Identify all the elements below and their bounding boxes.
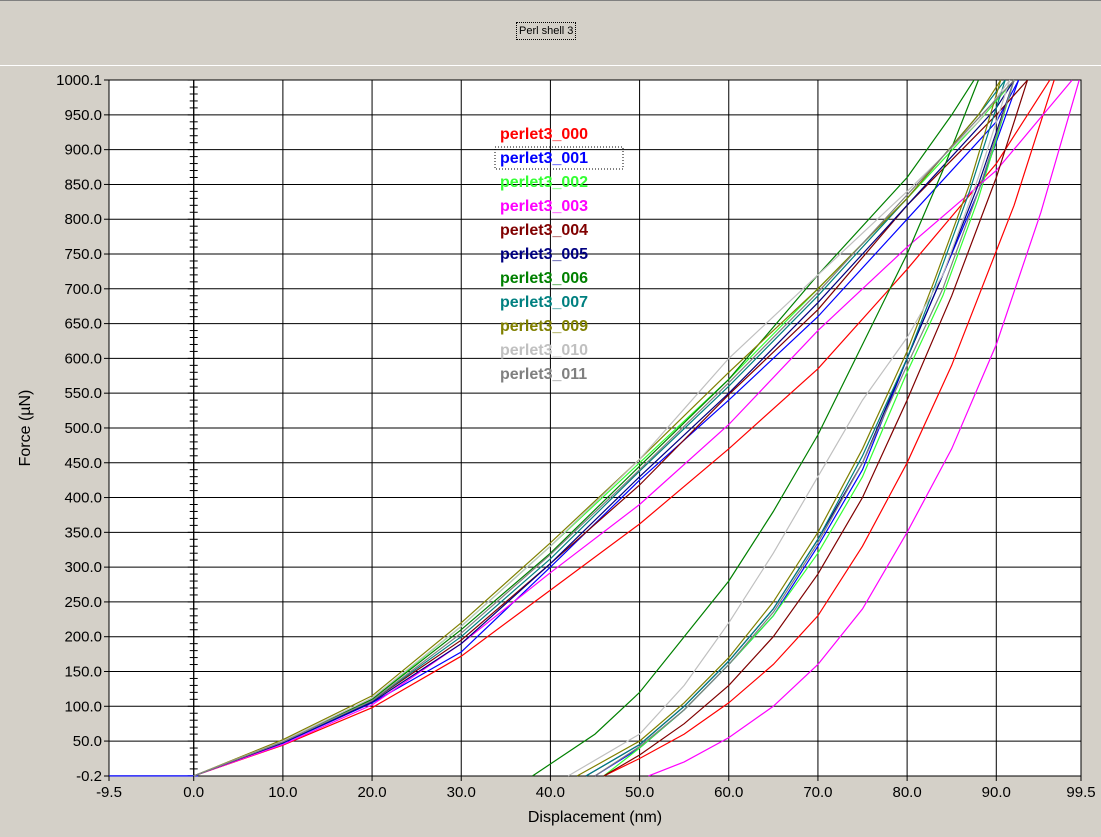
unloading-curve-perlet3_007: [585, 79, 1006, 777]
title-bar: Perl shell 3: [0, 0, 1101, 66]
x-tick-label: 20.0: [357, 784, 386, 801]
x-tick-label: 0.0: [183, 784, 204, 801]
legend-item-perlet3_006[interactable]: perlet3_006: [500, 270, 588, 287]
x-tick-label: 30.0: [447, 784, 476, 801]
x-tick-label: 10.0: [268, 784, 297, 801]
x-tick-label: 60.0: [714, 784, 743, 801]
y-tick-label: 450.0: [64, 455, 102, 472]
zero-axis: [109, 79, 200, 777]
y-tick-label: 850.0: [64, 176, 102, 193]
unloading-curve-perlet3_004: [603, 79, 1029, 777]
y-tick-label: 950.0: [64, 107, 102, 124]
y-tick-label: 100.0: [64, 698, 102, 715]
loading-curve-perlet3_011: [193, 79, 1015, 777]
y-tick-label: 300.0: [64, 559, 102, 576]
loading-curve-perlet3_010: [193, 79, 1011, 777]
unloading-curve-perlet3_006: [532, 79, 979, 777]
y-tick-label: 650.0: [64, 316, 102, 333]
unloading-curve-perlet3_011: [594, 79, 1015, 777]
unloading-curve-perlet3_000: [603, 79, 1055, 777]
legend-item-perlet3_003[interactable]: perlet3_003: [500, 198, 588, 215]
y-tick-label: 50.0: [73, 733, 102, 750]
tick-labels: -9.5 0.0 10.0 20.0 30.0 40.0 50.0 60.0 70.0 80.0 9…: [56, 72, 1095, 801]
curves: [193, 79, 1080, 777]
x-tick-label: -9.5: [96, 784, 122, 801]
chart-title: Perl shell 3: [516, 22, 577, 40]
y-tick-label: 750.0: [64, 246, 102, 263]
unloading-curve-perlet3_003: [648, 79, 1080, 777]
y-tick-label: 200.0: [64, 629, 102, 646]
y-tick-label: 500.0: [64, 420, 102, 437]
legend[interactable]: perlet3_000 perlet3_001 perlet3_002 perlet3…: [494, 126, 624, 383]
loading-curve-perlet3_001: [193, 79, 1020, 777]
legend-item-perlet3_010[interactable]: perlet3_010: [500, 342, 588, 359]
y-tick-label: 1000.1: [56, 72, 102, 89]
loading-curve-perlet3_003: [193, 79, 1073, 777]
x-tick-label: 50.0: [625, 784, 654, 801]
legend-item-perlet3_002[interactable]: perlet3_002: [500, 174, 588, 191]
y-tick-label: 150.0: [64, 663, 102, 680]
x-tick-label: 90.0: [982, 784, 1011, 801]
y-tick-label: 250.0: [64, 594, 102, 611]
legend-item-perlet3_005[interactable]: perlet3_005: [500, 246, 588, 263]
legend-selection-box: [494, 146, 624, 170]
loading-curve-perlet3_000: [193, 79, 1051, 777]
legend-item-perlet3_001[interactable]: perlet3_001: [500, 150, 588, 167]
y-tick-label: 700.0: [64, 281, 102, 298]
y-tick-label: 350.0: [64, 524, 102, 541]
y-tick-label: 400.0: [64, 490, 102, 507]
x-tick-label: 99.5: [1066, 784, 1095, 801]
loading-curve-perlet3_006: [193, 79, 975, 777]
x-axis-label: Displacement (nm): [528, 809, 662, 826]
y-tick-label: 800.0: [64, 211, 102, 228]
x-tick-label: 40.0: [536, 784, 565, 801]
force-displacement-chart: -9.5 0.0 10.0 20.0 30.0 40.0 50.0 60.0 70.0 80.0 9…: [0, 66, 1101, 837]
y-tick-label: 900.0: [64, 142, 102, 159]
legend-item-perlet3_004[interactable]: perlet3_004: [500, 222, 588, 239]
legend-item-perlet3_011[interactable]: perlet3_011: [500, 366, 587, 383]
unloading-curve-perlet3_010: [567, 79, 1011, 777]
legend-item-perlet3_009[interactable]: perlet3_009: [500, 318, 588, 335]
grid: [109, 80, 1081, 776]
legend-item-perlet3_000[interactable]: perlet3_000: [500, 126, 588, 143]
loading-curve-perlet3_005: [193, 79, 1015, 777]
y-tick-label: -0.2: [76, 768, 102, 785]
x-tick-label: 80.0: [893, 784, 922, 801]
x-tick-label: 70.0: [803, 784, 832, 801]
y-tick-label: 550.0: [64, 385, 102, 402]
unloading-curve-perlet3_009: [576, 79, 1002, 777]
y-tick-label: 600.0: [64, 350, 102, 367]
legend-item-perlet3_007[interactable]: perlet3_007: [500, 294, 588, 311]
y-axis-label: Force (µN): [17, 390, 34, 467]
